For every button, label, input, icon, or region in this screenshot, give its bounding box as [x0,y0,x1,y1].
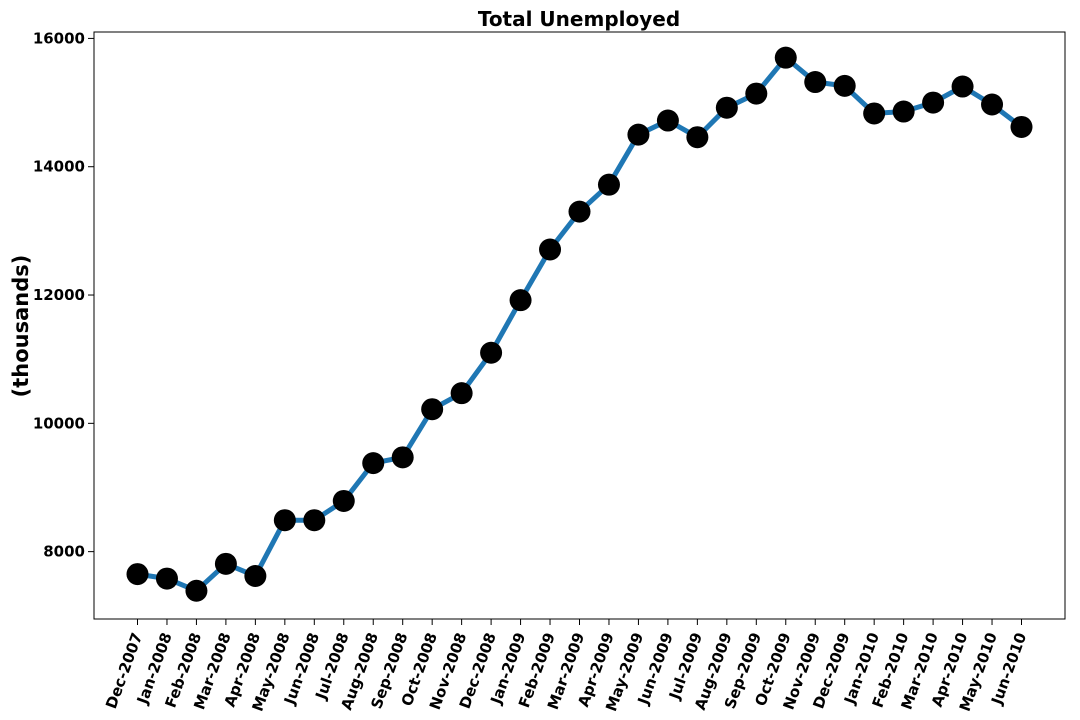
data-point-marker [774,46,797,69]
data-point-marker [155,567,178,590]
data-point-marker [951,75,974,98]
data-point-marker [332,489,355,512]
data-point-marker [627,123,650,146]
data-point-marker [568,200,591,223]
data-point-marker [391,446,414,469]
data-point-marker [244,565,267,588]
data-point-marker [981,93,1004,116]
x-axis: Dec-2007Jan-2008Feb-2008Mar-2008Apr-2008… [102,619,1030,714]
data-point-marker [273,509,296,532]
y-tick-label: 16000 [33,29,85,47]
data-point-marker [686,126,709,149]
chart-title: Total Unemployed [478,7,680,31]
data-point-marker [185,579,208,602]
y-tick-label: 10000 [33,414,85,432]
data-point-marker [922,91,945,114]
y-axis: 8000 10000 12000 14000 16000 [33,29,94,561]
y-tick-label: 12000 [33,286,85,304]
data-point-marker [597,173,620,196]
data-point-marker [480,341,503,364]
data-point-marker [450,382,473,405]
y-tick-label: 14000 [33,158,85,176]
data-point-marker [745,82,768,105]
data-point-marker [863,102,886,125]
data-point-marker [804,71,827,94]
plot-area-frame [93,31,1066,620]
data-point-marker [509,289,532,312]
data-point-marker [656,109,679,132]
y-tick-label: 8000 [43,543,85,561]
data-point-marker [362,452,385,475]
data-point-marker [892,100,915,123]
data-point-marker [715,96,738,119]
series-markers [126,46,1033,602]
data-point-marker [126,563,149,586]
y-axis-label: (thousands) [9,255,33,398]
data-point-marker [214,552,237,575]
data-point-marker [539,238,562,261]
data-point-marker [303,509,326,532]
data-point-marker [833,74,856,97]
series-line [135,55,1024,594]
data-point-marker [421,398,444,421]
data-point-marker [1010,115,1033,138]
